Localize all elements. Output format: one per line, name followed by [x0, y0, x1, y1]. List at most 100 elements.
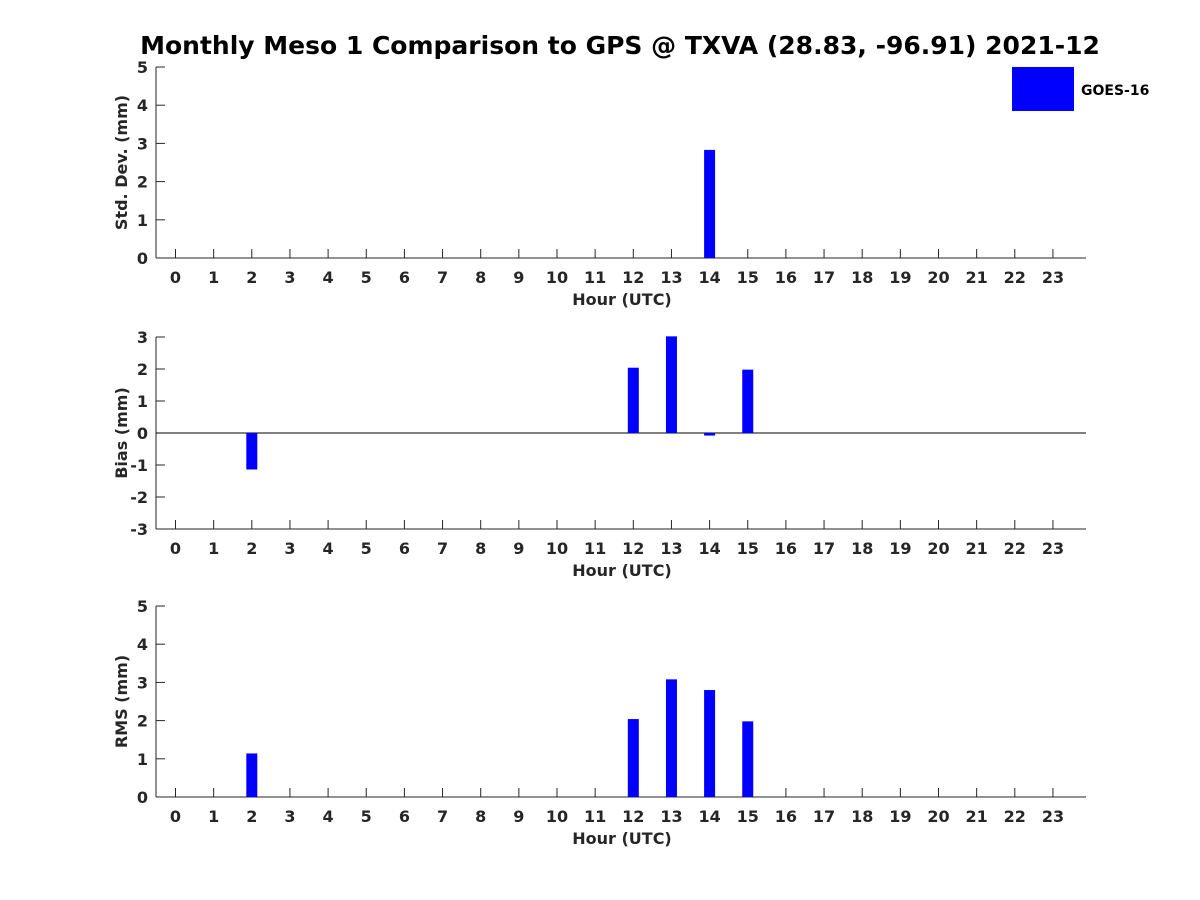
std-dev-y-tick-label: 2 — [137, 173, 148, 192]
bias-y-tick-label: 2 — [137, 360, 148, 379]
bias-x-tick-label: 6 — [399, 539, 410, 558]
std-dev-x-tick-label: 9 — [513, 268, 524, 287]
std-dev-x-tick-label: 14 — [698, 268, 720, 287]
std-dev-x-tick-label: 20 — [927, 268, 949, 287]
bias-x-tick-label: 16 — [775, 539, 797, 558]
std-dev-x-tick-label: 8 — [475, 268, 486, 287]
rms-y-tick-label: 5 — [137, 597, 148, 616]
std-dev-x-axis-label: Hour (UTC) — [572, 290, 672, 309]
rms-x-tick-label: 10 — [546, 807, 568, 826]
bias-x-tick-label: 22 — [1004, 539, 1026, 558]
bias-y-axis-label: Bias (mm) — [112, 387, 131, 479]
bias-x-tick-label: 5 — [361, 539, 372, 558]
rms-x-tick-label: 14 — [698, 807, 720, 826]
bias-x-tick-label: 4 — [323, 539, 334, 558]
bias-x-tick-label: 1 — [208, 539, 219, 558]
bias-x-tick-label: 9 — [513, 539, 524, 558]
bias-x-tick-label: 18 — [851, 539, 873, 558]
legend-label: GOES-16 — [1081, 83, 1149, 99]
rms-x-tick-label: 11 — [584, 807, 606, 826]
bias-x-tick-label: 20 — [927, 539, 949, 558]
bias-x-tick-label: 12 — [622, 539, 644, 558]
rms-x-tick-label: 22 — [1004, 807, 1026, 826]
std-dev-x-tick-label: 13 — [660, 268, 682, 287]
std-dev-y-tick-label: 0 — [137, 249, 148, 268]
rms-y-tick-label: 1 — [137, 750, 148, 769]
bias-y-tick-label: -2 — [130, 488, 148, 507]
rms-y-tick-label: 3 — [137, 673, 148, 692]
rms-bar-hour-15 — [742, 721, 754, 797]
bias-x-tick-label: 14 — [698, 539, 720, 558]
bias-bar-hour-15 — [742, 369, 754, 433]
rms-y-axis-label: RMS (mm) — [112, 655, 131, 748]
std-dev-x-tick-label: 23 — [1042, 268, 1064, 287]
bias-x-tick-label: 3 — [284, 539, 295, 558]
rms-x-tick-label: 17 — [813, 807, 835, 826]
rms-x-tick-label: 15 — [737, 807, 759, 826]
std-dev-x-tick-label: 5 — [361, 268, 372, 287]
std-dev-x-tick-label: 15 — [737, 268, 759, 287]
bias-x-tick-label: 17 — [813, 539, 835, 558]
bias-x-tick-label: 19 — [889, 539, 911, 558]
bias-y-tick-label: 3 — [137, 328, 148, 347]
legend-swatch — [1012, 67, 1074, 111]
bias-x-tick-label: 13 — [660, 539, 682, 558]
rms-x-tick-label: 13 — [660, 807, 682, 826]
rms-x-tick-label: 8 — [475, 807, 486, 826]
rms-y-tick-label: 2 — [137, 712, 148, 731]
rms-x-tick-label: 20 — [927, 807, 949, 826]
std-dev-bar-hour-14 — [704, 149, 716, 258]
std-dev-x-tick-label: 21 — [966, 268, 988, 287]
rms-x-tick-label: 19 — [889, 807, 911, 826]
bias-y-tick-label: 0 — [137, 424, 148, 443]
std-dev-x-tick-label: 11 — [584, 268, 606, 287]
std-dev-y-axis-label: Std. Dev. (mm) — [112, 95, 131, 230]
bias-bar-hour-13 — [665, 336, 677, 433]
rms-bar-hour-14 — [704, 690, 716, 797]
bias-bar-hour-14 — [704, 433, 716, 436]
std-dev-x-tick-label: 16 — [775, 268, 797, 287]
bias-x-tick-label: 15 — [737, 539, 759, 558]
rms-x-tick-label: 18 — [851, 807, 873, 826]
std-dev-x-tick-label: 17 — [813, 268, 835, 287]
rms-x-tick-label: 16 — [775, 807, 797, 826]
rms-bar-hour-12 — [627, 719, 639, 797]
std-dev-x-tick-label: 12 — [622, 268, 644, 287]
std-dev-x-tick-label: 1 — [208, 268, 219, 287]
rms-bar-hour-13 — [665, 679, 677, 797]
bias-bar-hour-12 — [627, 367, 639, 433]
rms-x-tick-label: 6 — [399, 807, 410, 826]
rms-x-tick-label: 12 — [622, 807, 644, 826]
std-dev-x-tick-label: 19 — [889, 268, 911, 287]
rms-x-axis-label: Hour (UTC) — [572, 829, 672, 848]
bias-x-tick-label: 10 — [546, 539, 568, 558]
rms-y-tick-label: 0 — [137, 788, 148, 807]
std-dev-y-tick-label: 4 — [137, 96, 148, 115]
std-dev-y-tick-label: 5 — [137, 58, 148, 77]
legend: GOES-16 — [1012, 67, 1149, 111]
std-dev-x-tick-label: 3 — [284, 268, 295, 287]
std-dev-x-tick-label: 7 — [437, 268, 448, 287]
std-dev-x-tick-label: 22 — [1004, 268, 1026, 287]
std-dev-y-tick-label: 1 — [137, 211, 148, 230]
rms-x-tick-label: 9 — [513, 807, 524, 826]
bias-y-tick-label: -3 — [130, 520, 148, 539]
rms-x-tick-label: 2 — [246, 807, 257, 826]
bias-x-tick-label: 11 — [584, 539, 606, 558]
rms-x-tick-label: 21 — [966, 807, 988, 826]
bias-y-tick-label: 1 — [137, 392, 148, 411]
std-dev-x-tick-label: 2 — [246, 268, 257, 287]
bias-bar-hour-2 — [246, 433, 258, 470]
rms-x-tick-label: 7 — [437, 807, 448, 826]
std-dev-x-tick-label: 0 — [170, 268, 181, 287]
rms-x-tick-label: 0 — [170, 807, 181, 826]
std-dev-x-tick-label: 6 — [399, 268, 410, 287]
rms-bar-hour-2 — [246, 753, 258, 797]
std-dev-y-tick-label: 3 — [137, 134, 148, 153]
bias-y-tick-label: -1 — [130, 456, 148, 475]
bias-x-tick-label: 21 — [966, 539, 988, 558]
std-dev-x-tick-label: 10 — [546, 268, 568, 287]
